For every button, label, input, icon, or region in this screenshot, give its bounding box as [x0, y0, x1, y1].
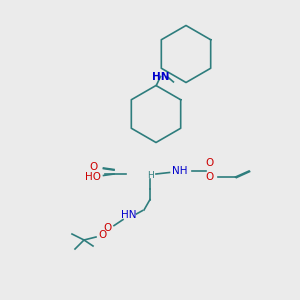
Text: O: O — [206, 172, 214, 182]
Text: O: O — [89, 161, 97, 172]
Text: O: O — [104, 223, 112, 233]
Text: HN: HN — [152, 71, 169, 82]
Text: O: O — [206, 158, 214, 169]
Text: NH: NH — [172, 166, 188, 176]
Text: O: O — [98, 230, 106, 241]
Text: HN: HN — [121, 209, 137, 220]
Text: HO: HO — [85, 172, 101, 182]
Text: H: H — [147, 171, 153, 180]
